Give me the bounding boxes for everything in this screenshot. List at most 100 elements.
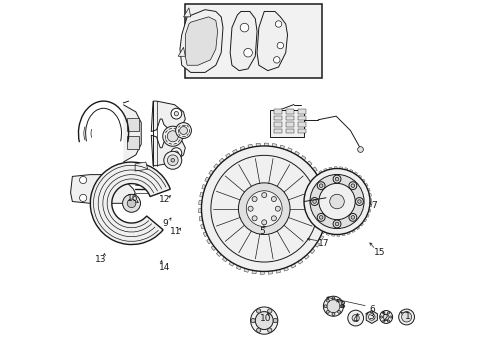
Circle shape [326, 310, 328, 313]
Wedge shape [362, 218, 366, 222]
Text: 5: 5 [258, 228, 264, 237]
Circle shape [319, 216, 322, 219]
Circle shape [167, 155, 178, 166]
Circle shape [167, 131, 178, 142]
Wedge shape [219, 158, 225, 165]
Circle shape [312, 200, 316, 203]
Circle shape [326, 300, 339, 313]
Wedge shape [331, 232, 334, 236]
Bar [285, 116, 294, 120]
Bar [298, 109, 306, 114]
Wedge shape [303, 191, 307, 194]
Text: 2: 2 [382, 314, 387, 323]
Wedge shape [200, 224, 206, 229]
Wedge shape [366, 209, 370, 212]
Wedge shape [357, 175, 361, 179]
Polygon shape [70, 175, 135, 203]
Circle shape [251, 197, 257, 202]
Polygon shape [183, 8, 190, 17]
Polygon shape [123, 105, 141, 162]
Wedge shape [204, 177, 211, 183]
Circle shape [174, 112, 178, 116]
Circle shape [261, 193, 266, 198]
Wedge shape [316, 227, 320, 231]
Circle shape [382, 320, 384, 322]
Polygon shape [126, 136, 139, 149]
Circle shape [122, 194, 140, 212]
Text: 10: 10 [259, 314, 270, 323]
Circle shape [350, 216, 354, 219]
Polygon shape [185, 17, 217, 65]
Wedge shape [321, 229, 325, 234]
Circle shape [318, 183, 354, 220]
Circle shape [256, 309, 260, 313]
Circle shape [240, 23, 248, 32]
Polygon shape [230, 12, 257, 71]
Circle shape [383, 314, 388, 320]
Circle shape [244, 48, 252, 57]
Wedge shape [302, 202, 305, 204]
Wedge shape [313, 241, 319, 247]
Bar [274, 109, 282, 114]
Circle shape [331, 297, 334, 300]
Text: 9: 9 [162, 219, 167, 228]
Text: 4: 4 [351, 315, 357, 324]
Text: 17: 17 [318, 239, 329, 248]
Wedge shape [213, 164, 220, 170]
Wedge shape [323, 168, 326, 173]
Wedge shape [198, 201, 203, 205]
Circle shape [347, 310, 363, 326]
Wedge shape [350, 228, 354, 233]
Circle shape [250, 319, 255, 323]
Wedge shape [310, 177, 314, 181]
Circle shape [357, 200, 361, 203]
Wedge shape [360, 179, 365, 183]
Circle shape [332, 175, 340, 183]
Bar [285, 109, 294, 114]
Wedge shape [211, 244, 217, 251]
Circle shape [368, 314, 374, 320]
Wedge shape [90, 162, 170, 244]
Circle shape [171, 148, 182, 158]
Circle shape [271, 197, 276, 202]
Bar [298, 116, 306, 120]
Wedge shape [199, 216, 204, 221]
Bar [298, 122, 306, 127]
Wedge shape [363, 183, 367, 187]
Circle shape [331, 313, 334, 316]
Circle shape [275, 21, 281, 27]
Wedge shape [307, 181, 311, 185]
Circle shape [380, 316, 382, 318]
Wedge shape [322, 220, 328, 225]
Wedge shape [304, 186, 308, 190]
Circle shape [201, 146, 326, 271]
Circle shape [267, 309, 271, 313]
Bar [185, 4, 321, 78]
Polygon shape [151, 135, 185, 166]
Circle shape [273, 57, 280, 63]
Wedge shape [203, 231, 209, 237]
Text: 11: 11 [169, 228, 181, 237]
Bar [274, 122, 282, 127]
Circle shape [310, 198, 318, 206]
Wedge shape [200, 192, 205, 197]
Wedge shape [296, 258, 302, 264]
Polygon shape [126, 118, 139, 131]
Text: 7: 7 [371, 201, 376, 210]
Wedge shape [308, 247, 314, 253]
Circle shape [251, 216, 257, 221]
Wedge shape [310, 167, 317, 173]
Circle shape [355, 198, 363, 206]
Wedge shape [367, 199, 371, 202]
Wedge shape [302, 206, 306, 210]
Polygon shape [151, 185, 158, 193]
Bar [285, 129, 294, 133]
Circle shape [80, 194, 86, 202]
Wedge shape [324, 204, 329, 209]
Wedge shape [358, 222, 363, 226]
Wedge shape [339, 167, 342, 171]
Circle shape [250, 307, 277, 334]
Polygon shape [366, 311, 377, 323]
Wedge shape [225, 153, 231, 159]
Wedge shape [293, 151, 299, 158]
